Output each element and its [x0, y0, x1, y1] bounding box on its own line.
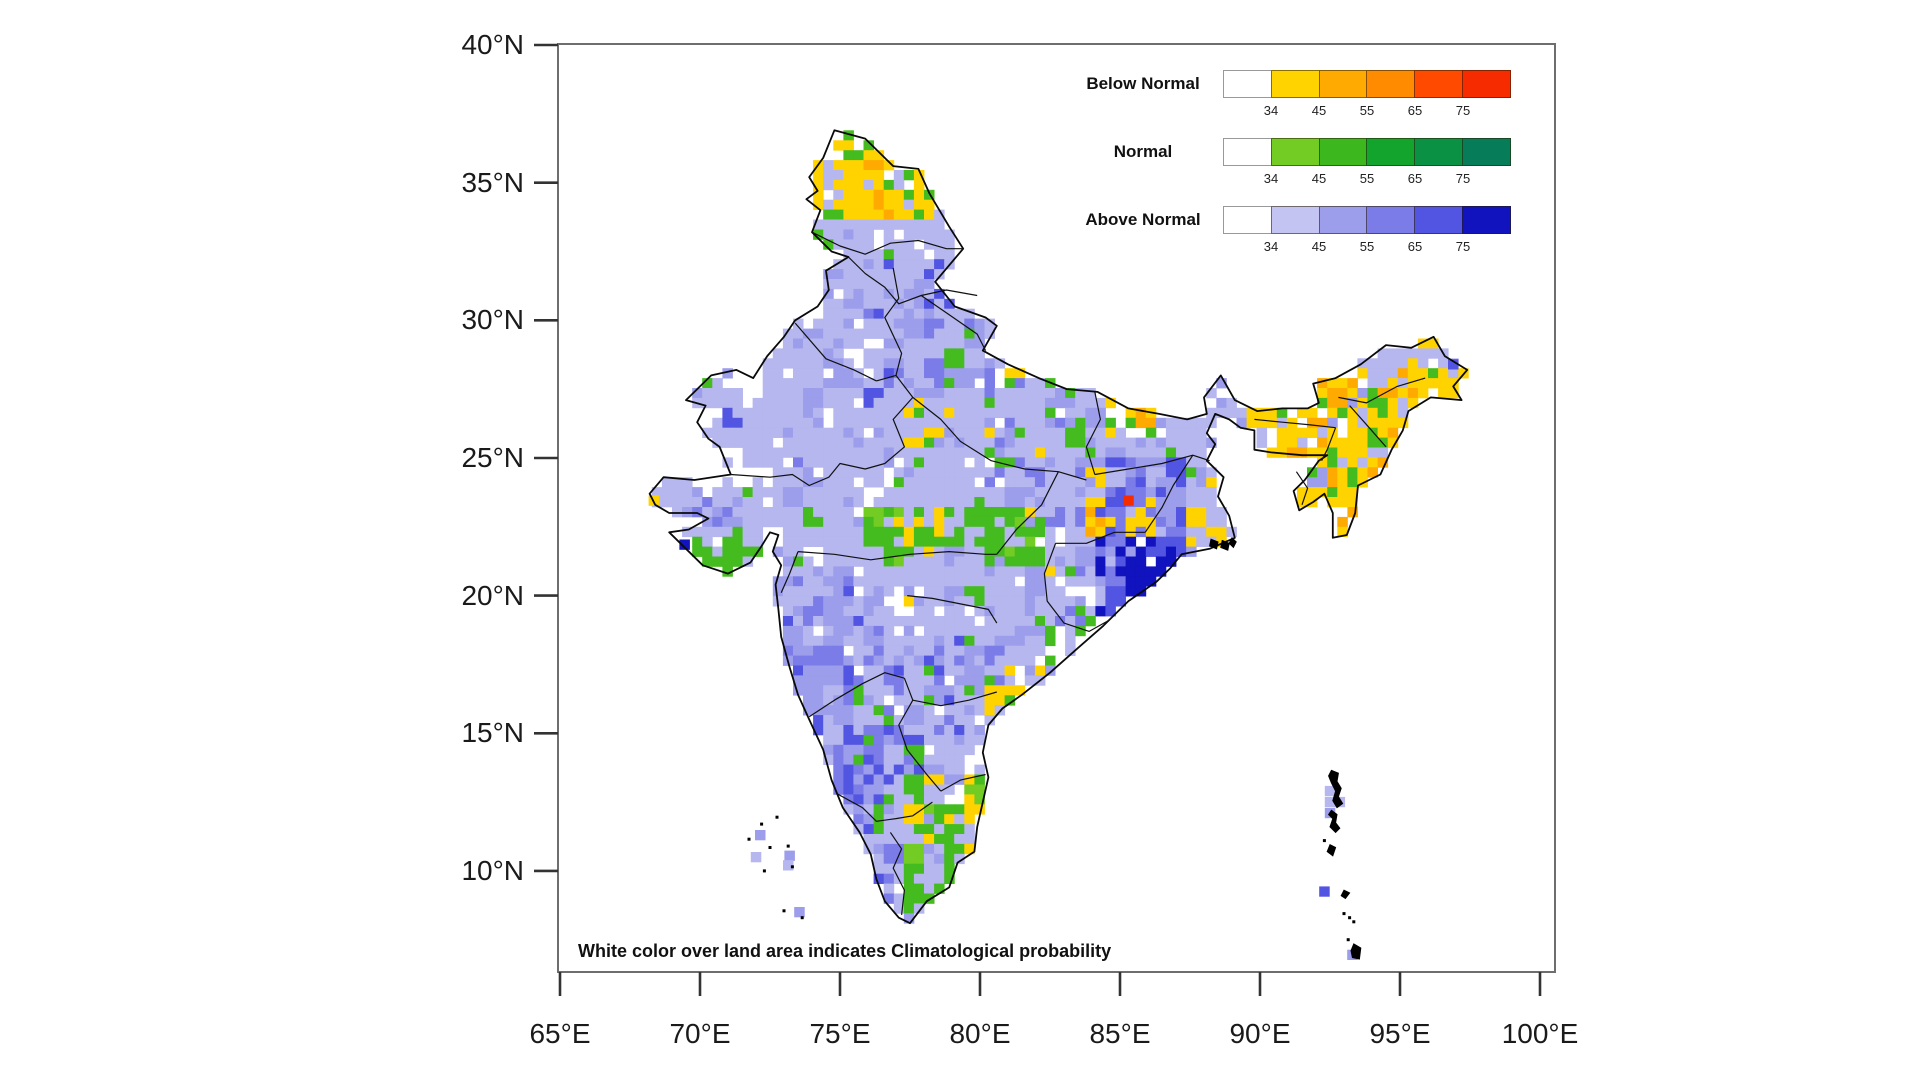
legend-swatch [1462, 138, 1511, 166]
climatology-note: White color over land area indicates Cli… [578, 941, 1112, 961]
state-boundaries [730, 231, 1426, 915]
plot-frame [557, 43, 1556, 973]
legend-color-bar [1223, 206, 1511, 234]
legend-tick-label: 65 [1407, 103, 1423, 118]
legend-swatch [1270, 138, 1320, 166]
x-axis-tick-label: 95°E [1369, 1018, 1431, 1049]
legend-swatch [1462, 70, 1511, 98]
legend-swatch [1318, 70, 1368, 98]
country-outline [648, 129, 1469, 925]
legend-tick-label: 55 [1359, 239, 1375, 254]
x-axis-tick-label: 75°E [809, 1018, 871, 1049]
legend-tick-label: 75 [1455, 103, 1471, 118]
legend-tick-label: 55 [1359, 103, 1375, 118]
y-axis-tick-label: 25°N [461, 441, 524, 473]
y-axis-tick-label: 30°N [461, 304, 524, 336]
legend-swatch [1414, 206, 1464, 234]
legend-tick-label: 65 [1407, 239, 1423, 254]
legend-tick-label: 45 [1311, 103, 1327, 118]
x-axis-tick-label: 85°E [1089, 1018, 1151, 1049]
legend-tick-label: 34 [1263, 239, 1279, 254]
legend-swatch [1366, 206, 1416, 234]
legend-swatch [1318, 206, 1368, 234]
legend-tick-label: 75 [1455, 171, 1471, 186]
y-axis-tick-label: 20°N [461, 579, 524, 611]
legend-tick-label: 75 [1455, 239, 1471, 254]
legend-row-label: Below Normal [1086, 74, 1200, 93]
island-shapes [747, 536, 1362, 960]
legend-swatch [1223, 138, 1272, 166]
axis-ticks [534, 43, 1542, 996]
legend-swatch [1462, 206, 1511, 234]
legend-row-label: Above Normal [1085, 210, 1201, 229]
legend-tick-label: 45 [1311, 239, 1327, 254]
legend-swatch [1223, 206, 1272, 234]
legend-row-label: Normal [1113, 142, 1173, 161]
x-axis-tick-label: 70°E [669, 1018, 731, 1049]
y-axis-tick-label: 10°N [461, 854, 524, 886]
x-axis-tick-label: 80°E [949, 1018, 1011, 1049]
y-axis-tick-label: 40°N [461, 29, 524, 60]
x-axis-tick-label: 100°E [1501, 1018, 1579, 1049]
legend-swatch [1270, 70, 1320, 98]
legend-tick-label: 65 [1407, 171, 1423, 186]
legend-tick-label: 45 [1311, 171, 1327, 186]
y-axis-tick-label: 35°N [461, 166, 524, 198]
legend-color-bar [1223, 138, 1511, 166]
legend-swatch [1414, 138, 1464, 166]
legend-color-bar [1223, 70, 1511, 98]
legend-tick-label: 55 [1359, 171, 1375, 186]
grid-cells-layer [648, 130, 1469, 960]
legend-swatch [1270, 206, 1320, 234]
legend-swatch [1318, 138, 1368, 166]
legend-swatch [1414, 70, 1464, 98]
legend-tick-label: 34 [1263, 103, 1279, 118]
x-axis-tick-label: 90°E [1229, 1018, 1291, 1049]
legend-tick-label: 34 [1263, 171, 1279, 186]
x-axis-tick-label: 65°E [529, 1018, 591, 1049]
legend-swatch [1366, 70, 1416, 98]
y-axis-tick-label: 15°N [461, 717, 524, 749]
legend-swatch [1223, 70, 1272, 98]
legend-swatch [1366, 138, 1416, 166]
